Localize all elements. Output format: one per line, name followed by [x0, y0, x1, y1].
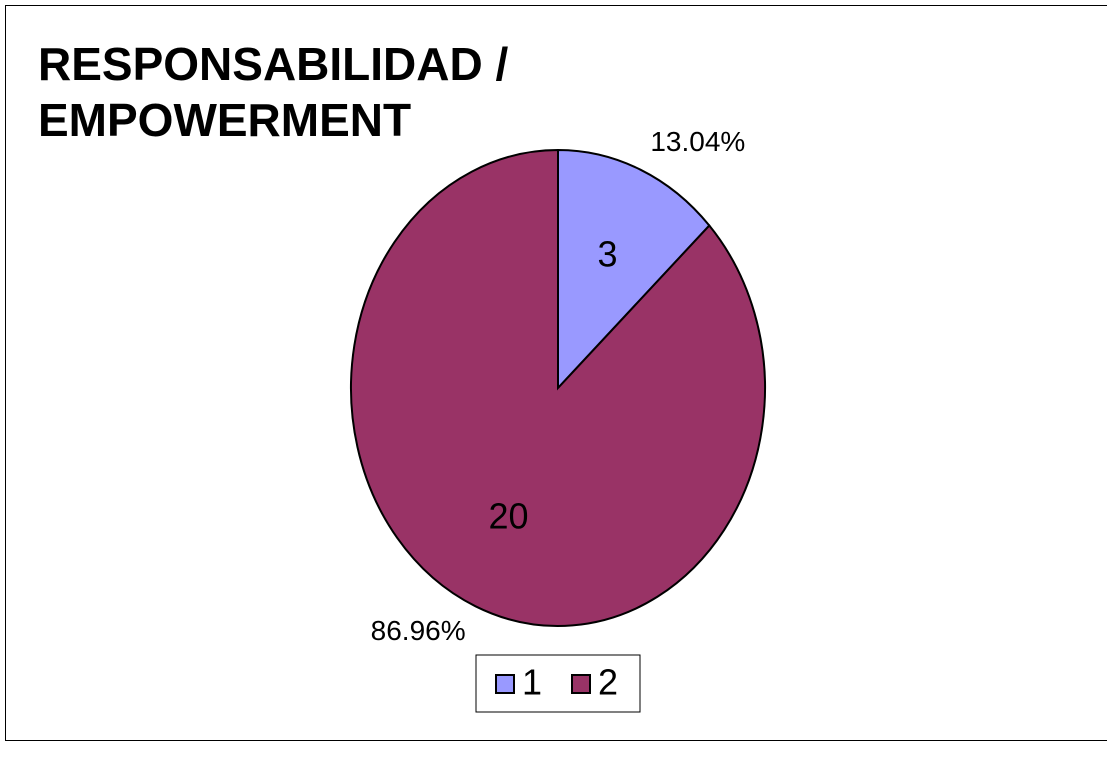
- legend-label: 1: [522, 662, 542, 703]
- legend-swatch: [495, 674, 515, 694]
- pie-slice: [350, 148, 766, 627]
- legend-swatch: [571, 674, 591, 694]
- percent-label: 86.96%: [371, 615, 466, 646]
- percent-label: 13.04%: [650, 126, 745, 157]
- chart-frame: [5, 5, 1107, 741]
- pie-slice: [557, 148, 711, 391]
- value-label: 20: [488, 495, 528, 536]
- value-label: 3: [597, 234, 617, 275]
- chart-title: RESPONSABILIDAD / EMPOWERMENT: [38, 38, 509, 146]
- legend-label: 2: [598, 662, 618, 703]
